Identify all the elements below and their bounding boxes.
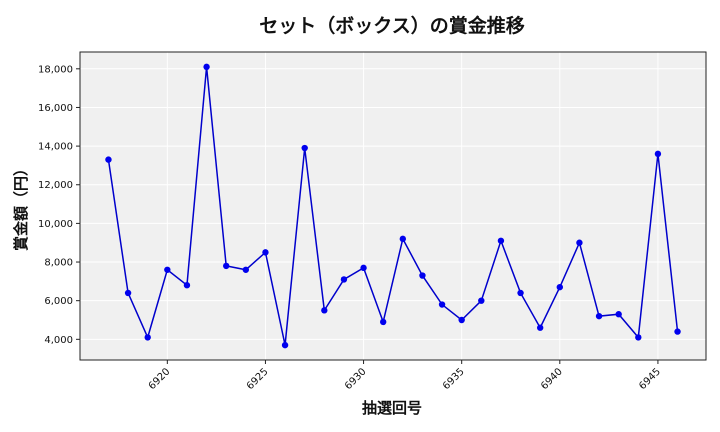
y-ticks: 4,000 6,000 8,000 10,000 12,000 14,000 16,000 1… [38,64,80,346]
y-tick-label: 10,000 [38,219,73,230]
data-point [419,272,426,279]
data-point [438,301,446,308]
data-point [458,316,465,324]
data-point [262,249,269,256]
y-tick-label: 6,000 [44,296,73,307]
data-point [379,318,387,326]
x-tick-label: 6920 [147,366,173,392]
data-point [615,311,622,318]
axes [79,51,707,361]
chart-title: セット（ボックス）の賞金推移 [259,14,524,37]
data-point [203,63,210,71]
y-tick-label: 8,000 [44,258,73,269]
data-point [144,334,151,341]
data-point [301,144,308,152]
data-point [222,262,230,270]
data-point [536,324,544,331]
data-point [164,266,171,273]
y-tick-label: 4,000 [44,335,73,346]
x-tick-label: 6945 [637,366,663,392]
data-point [635,334,642,341]
x-axis-label: 抽選回号 [362,399,422,417]
x-tick-label: 6935 [441,366,467,392]
data-point [497,237,505,244]
series-line [107,66,679,346]
data-point [399,235,407,243]
data-point [576,239,583,246]
data-point [517,289,524,297]
series-layer [105,63,681,349]
y-tick-label: 16,000 [38,103,73,114]
data-point [124,289,132,297]
grid-lines [80,52,706,360]
data-point [674,328,681,335]
data-point [556,283,564,291]
data-point [654,150,662,158]
x-tick-label: 6940 [539,366,565,392]
data-point [321,307,328,314]
x-tick-label: 6925 [245,366,271,392]
data-point [105,156,112,163]
data-point [242,266,250,273]
y-axis-label: 賞金額（円） [12,161,30,251]
plot-frame [79,51,707,361]
data-point [595,312,603,320]
y-tick-label: 14,000 [38,142,73,153]
data-point [281,341,289,349]
data-point [478,297,485,304]
x-ticks: 6920 6925 6930 6935 6940 6945 [147,360,663,392]
data-point [360,264,367,272]
data-point [183,282,191,289]
x-tick-label: 6930 [343,366,369,392]
y-tick-label: 18,000 [38,64,73,75]
data-point [340,276,348,283]
plot-area [80,52,706,360]
y-tick-label: 12,000 [38,180,73,191]
